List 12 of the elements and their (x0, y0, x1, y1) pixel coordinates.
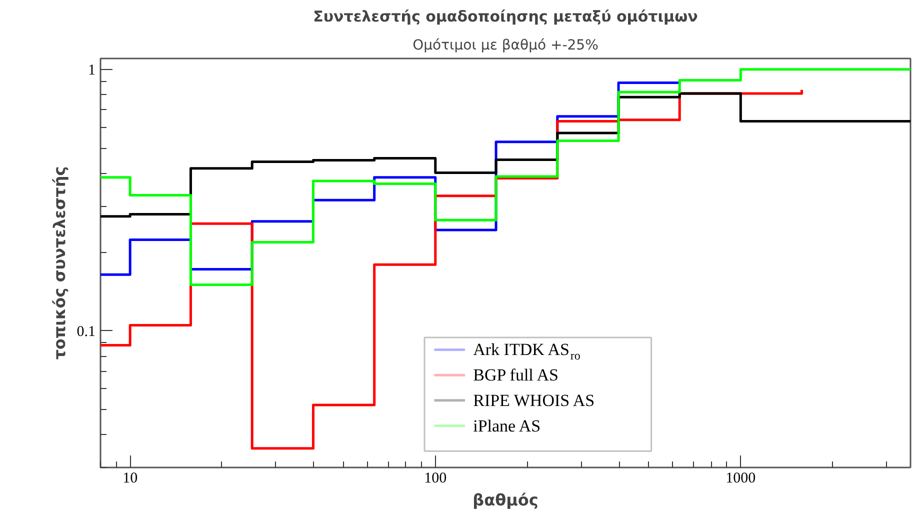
x-tick-label: 10 (122, 470, 138, 486)
legend-label: iPlane AS (473, 416, 541, 436)
legend-label: RIPE WHOIS AS (473, 390, 595, 410)
chart-subtitle: Ομότιμοι με βαθμό +-25% (412, 38, 598, 54)
x-axis-title: βαθμός (472, 490, 538, 510)
legend-label: BGP full AS (473, 366, 558, 385)
chart-title: Συντελεστής ομαδοποίησης μεταξύ ομότιμων (313, 8, 698, 26)
x-tick-label: 100 (424, 470, 447, 486)
y-tick-label: 0.1 (76, 324, 96, 340)
y-tick-label: 1 (88, 62, 96, 78)
x-tick-label: 1000 (726, 470, 756, 486)
y-axis-title: τοπικός συντελεστής (50, 166, 69, 360)
